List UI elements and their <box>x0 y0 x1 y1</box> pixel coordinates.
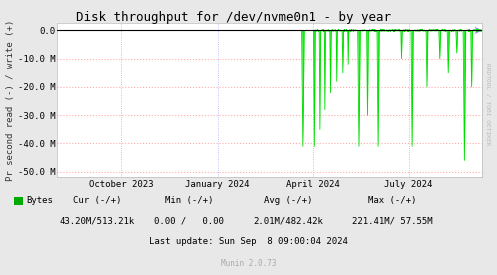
Text: Max (-/+): Max (-/+) <box>368 196 417 205</box>
Text: 43.20M/513.21k: 43.20M/513.21k <box>59 217 135 226</box>
Text: Disk throughput for /dev/nvme0n1 - by year: Disk throughput for /dev/nvme0n1 - by ye… <box>76 11 391 24</box>
Text: 221.41M/ 57.55M: 221.41M/ 57.55M <box>352 217 433 226</box>
Text: RRDTOOL / TOBI OETIKER: RRDTOOL / TOBI OETIKER <box>486 63 491 146</box>
Text: Min (-/+): Min (-/+) <box>165 196 213 205</box>
Text: 0.00 /   0.00: 0.00 / 0.00 <box>154 217 224 226</box>
Text: Last update: Sun Sep  8 09:00:04 2024: Last update: Sun Sep 8 09:00:04 2024 <box>149 238 348 246</box>
Text: Cur (-/+): Cur (-/+) <box>73 196 121 205</box>
Text: Avg (-/+): Avg (-/+) <box>264 196 313 205</box>
Text: 2.01M/482.42k: 2.01M/482.42k <box>253 217 323 226</box>
Y-axis label: Pr second read (-) / write (+): Pr second read (-) / write (+) <box>6 20 15 181</box>
Text: Bytes: Bytes <box>26 196 53 205</box>
Text: Munin 2.0.73: Munin 2.0.73 <box>221 260 276 268</box>
